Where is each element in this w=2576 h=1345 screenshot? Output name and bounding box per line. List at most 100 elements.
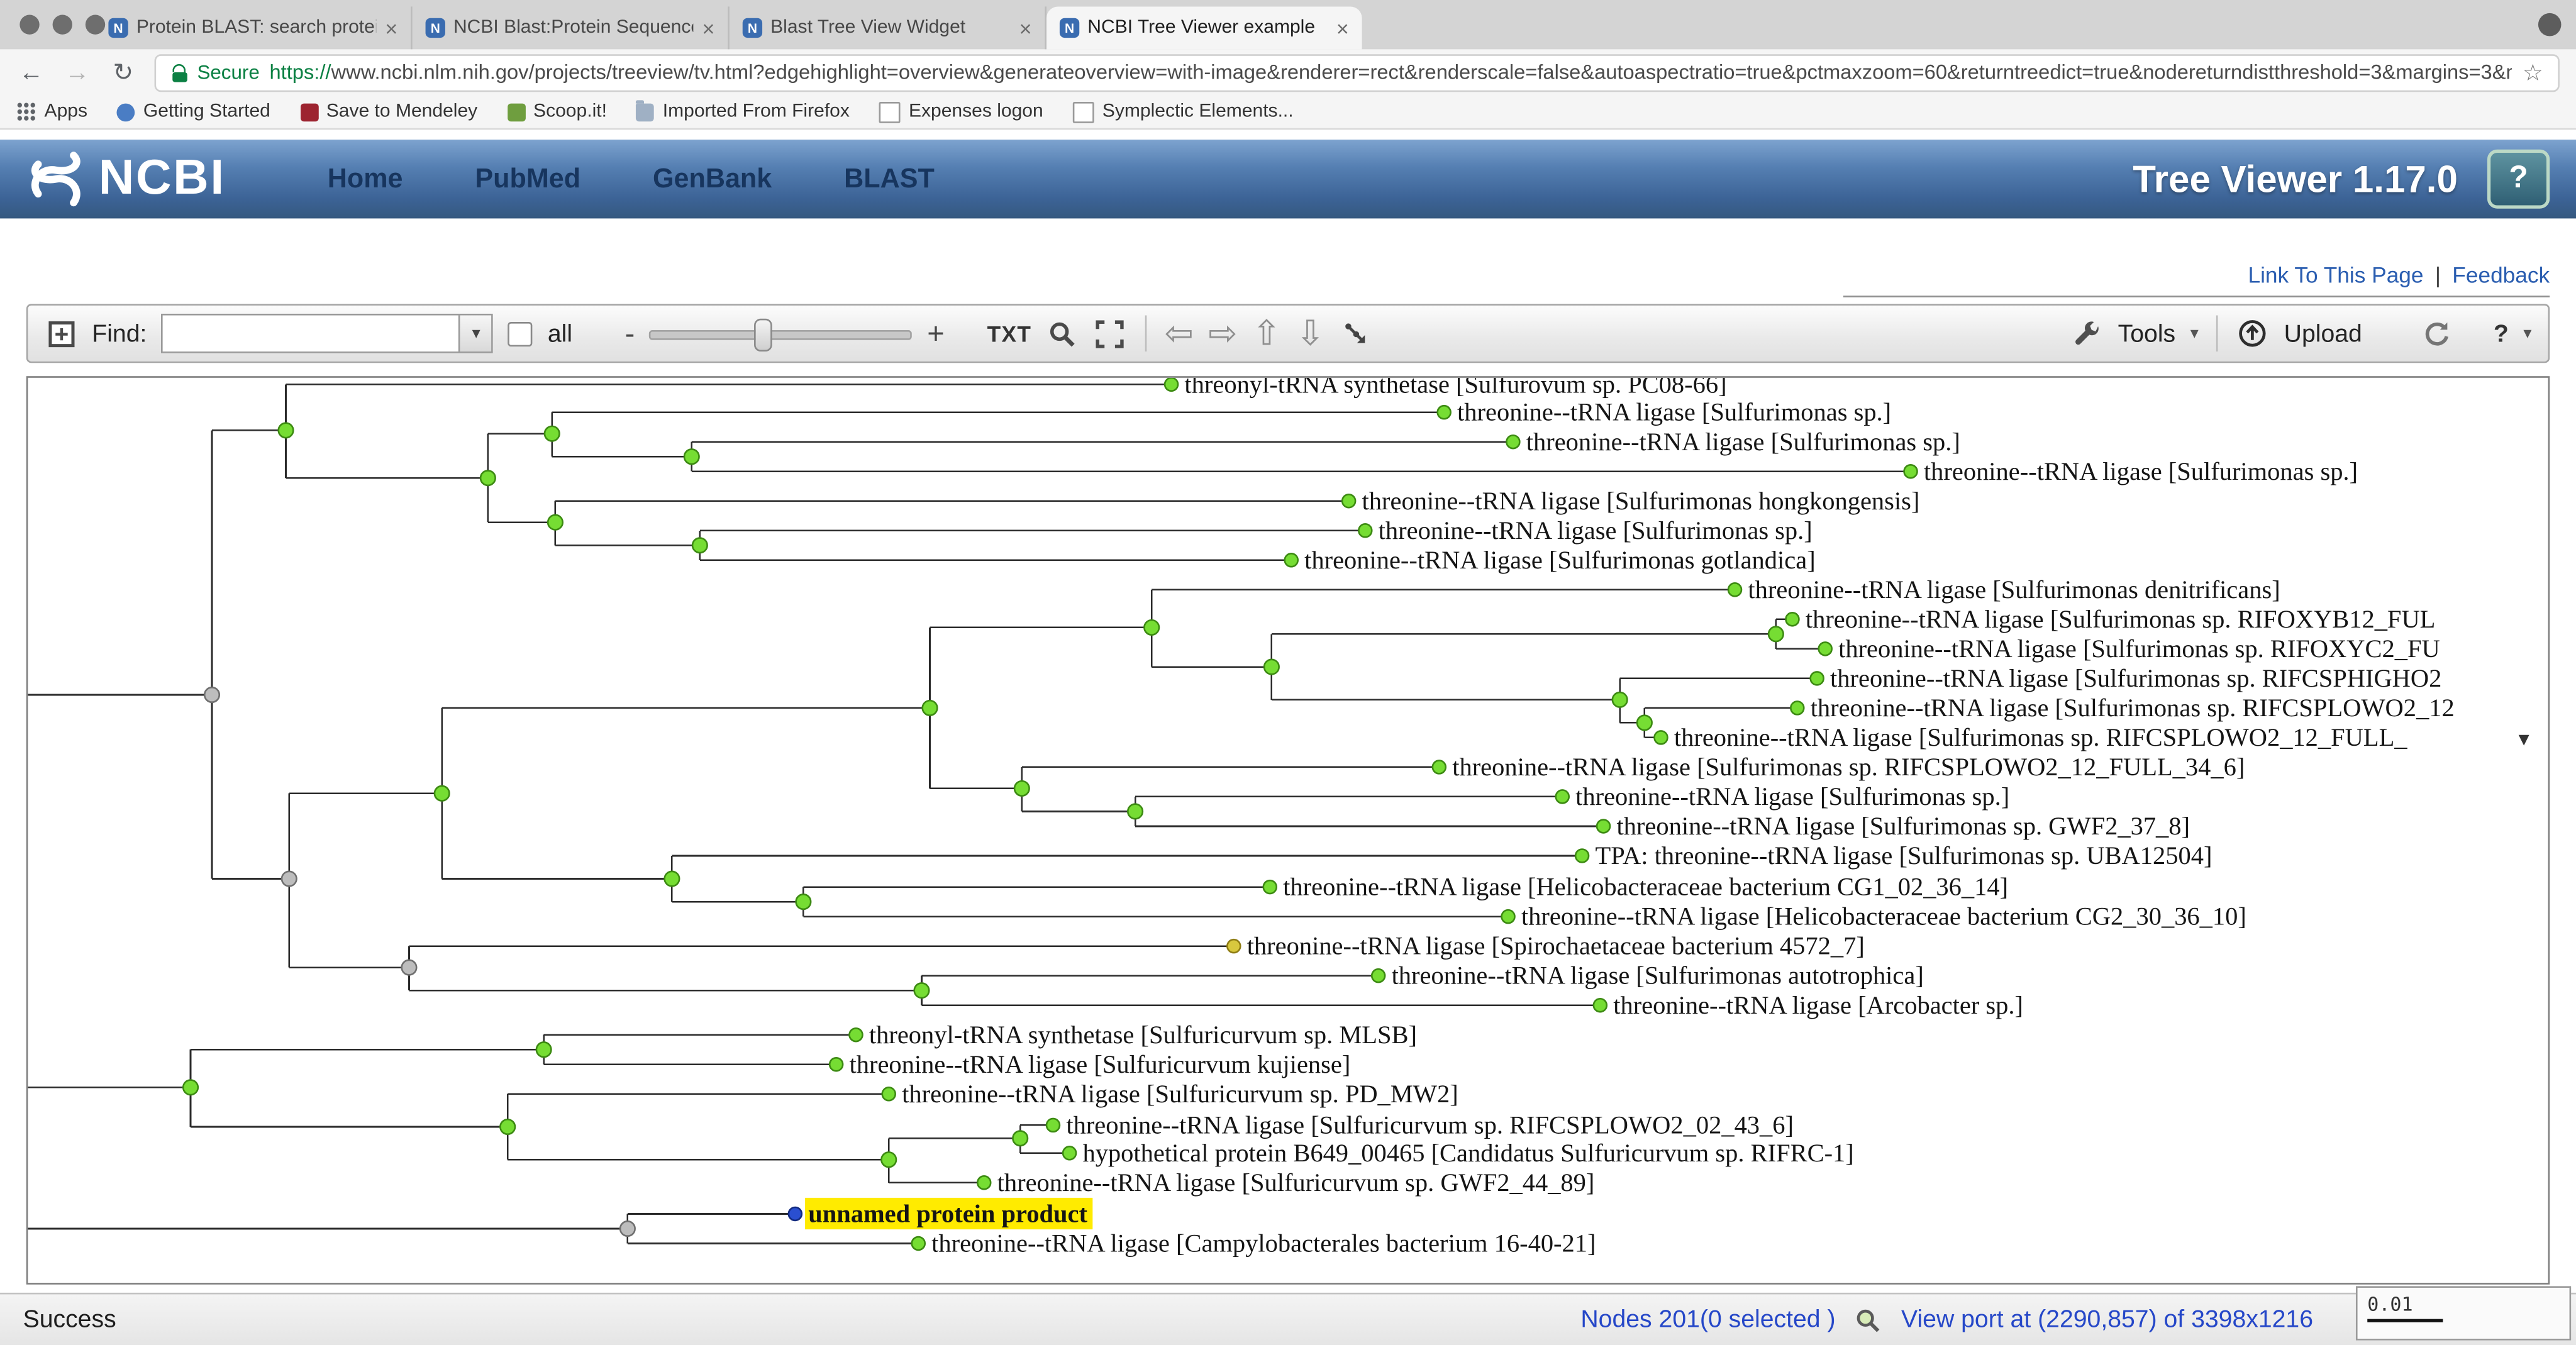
- leaf-node[interactable]: [1358, 523, 1373, 538]
- bookmark-mendeley[interactable]: Save to Mendeley: [299, 102, 477, 121]
- tree-node[interactable]: [913, 982, 930, 999]
- leaf-node[interactable]: [1226, 938, 1241, 954]
- leaf-label[interactable]: threonine--tRNA ligase [Sulfuricurvum sp…: [1066, 1110, 1794, 1139]
- leaf-label[interactable]: threonine--tRNA ligase [Sulfurimonas sp.…: [1924, 457, 2358, 485]
- bookmark-symplectic[interactable]: Symplectic Elements...: [1072, 101, 1294, 123]
- tree-node[interactable]: [1263, 658, 1280, 675]
- leaf-label[interactable]: threonine--tRNA ligase [Sulfurimonas sp.…: [1452, 753, 2245, 781]
- path-distance-tool-button[interactable]: [1340, 317, 1372, 350]
- toolbar-help-button[interactable]: ?: [2493, 319, 2509, 348]
- tree-node[interactable]: [182, 1079, 199, 1096]
- nav-home[interactable]: Home: [327, 163, 403, 193]
- leaf-node[interactable]: [1262, 879, 1278, 895]
- leaf-node[interactable]: [911, 1236, 926, 1251]
- leaf-label[interactable]: threonine--tRNA ligase [Sulfurimonas sp.…: [1838, 634, 2440, 663]
- tab-close-icon[interactable]: ×: [702, 15, 715, 40]
- bookmark-apps[interactable]: Apps: [16, 101, 87, 122]
- zoom-to-selection-button[interactable]: [1046, 317, 1079, 350]
- nav-pubmed[interactable]: PubMed: [475, 163, 581, 193]
- leaf-node[interactable]: [1436, 404, 1452, 420]
- header-help-button[interactable]: ?: [2487, 149, 2550, 209]
- tools-dropdown-icon[interactable]: ▾: [2190, 324, 2199, 343]
- leaf-node[interactable]: [1555, 789, 1570, 804]
- leaf-label[interactable]: threonine--tRNA ligase [Sulfurimonas hon…: [1362, 487, 1920, 515]
- pan-up-button[interactable]: ⇧: [1252, 314, 1281, 353]
- leaf-label[interactable]: threonine--tRNA ligase [Sulfuricurvum ku…: [850, 1050, 1351, 1078]
- leaf-node[interactable]: [848, 1027, 863, 1043]
- tree-node[interactable]: [663, 870, 680, 887]
- leaf-node[interactable]: [1903, 463, 1918, 479]
- leaf-label[interactable]: threonine--tRNA ligase [Sulfurimonas sp.…: [1526, 428, 1960, 456]
- reload-icon[interactable]: ↻: [113, 59, 134, 87]
- tab-tree-viewer-active[interactable]: N NCBI Tree Viewer example ×: [1046, 6, 1362, 50]
- leaf-node[interactable]: [828, 1056, 844, 1072]
- bookmark-getting-started[interactable]: Getting Started: [117, 102, 270, 121]
- leaf-label[interactable]: threonyl-tRNA synthetase [Sulfurovum sp.…: [1184, 378, 1726, 399]
- tree-node[interactable]: [543, 425, 560, 442]
- zoom-in-button[interactable]: +: [927, 316, 945, 350]
- tree-node[interactable]: [1126, 803, 1144, 820]
- fit-to-window-button[interactable]: [1094, 317, 1126, 350]
- leaf-label[interactable]: threonine--tRNA ligase [Campylobacterale…: [931, 1229, 1596, 1258]
- tree-node[interactable]: [280, 870, 297, 887]
- txt-export-button[interactable]: TXT: [987, 321, 1032, 346]
- zoom-slider[interactable]: [649, 317, 913, 352]
- tree-node[interactable]: [547, 514, 564, 531]
- leaf-label[interactable]: TPA: threonine--tRNA ligase [Sulfurimona…: [1595, 841, 2212, 870]
- tree-node[interactable]: [683, 448, 700, 465]
- tree-node[interactable]: [535, 1041, 552, 1058]
- leaf-node[interactable]: [1727, 582, 1743, 597]
- help-dropdown-icon[interactable]: ▾: [2523, 324, 2532, 343]
- leaf-node[interactable]: [881, 1086, 896, 1102]
- leaf-node[interactable]: [1653, 730, 1668, 745]
- leaf-label[interactable]: threonine--tRNA ligase [Sulfurimonas sp.…: [1457, 398, 1891, 426]
- leaf-label[interactable]: threonine--tRNA ligase [Sulfurimonas sp.…: [1616, 812, 2190, 840]
- tab-blast-tree-widget[interactable]: N Blast Tree View Widget ×: [730, 6, 1046, 50]
- tree-node[interactable]: [921, 699, 938, 716]
- find-input[interactable]: [163, 315, 459, 352]
- leaf-label[interactable]: threonine--tRNA ligase [Helicobacteracea…: [1283, 873, 2008, 901]
- leaf-label[interactable]: threonine--tRNA ligase [Sulfurimonas sp.…: [1674, 723, 2407, 751]
- leaf-node[interactable]: [976, 1175, 992, 1190]
- forward-icon[interactable]: →: [65, 58, 90, 87]
- leaf-label[interactable]: threonyl-tRNA synthetase [Sulfuricurvum …: [869, 1021, 1417, 1049]
- leaf-node[interactable]: [1790, 700, 1805, 716]
- tree-node[interactable]: [277, 422, 294, 439]
- leaf-label[interactable]: threonine--tRNA ligase [Arcobacter sp.]: [1613, 991, 2023, 1019]
- leaf-node[interactable]: [787, 1206, 803, 1222]
- leaf-label[interactable]: threonine--tRNA ligase [Sulfurimonas got…: [1304, 546, 1816, 574]
- leaf-label[interactable]: threonine--tRNA ligase [Sulfurimonas sp.…: [1830, 664, 2441, 692]
- leaf-label[interactable]: threonine--tRNA ligase [Sulfurimonas sp.…: [1811, 694, 2455, 722]
- pan-right-button[interactable]: ⇨: [1208, 314, 1238, 353]
- window-zoom-button[interactable]: [85, 14, 106, 35]
- window-minimize-button[interactable]: [52, 14, 72, 35]
- collapsed-indicator-icon[interactable]: ▾: [2519, 727, 2529, 751]
- tree-node[interactable]: [1611, 691, 1628, 708]
- leaf-label[interactable]: threonine--tRNA ligase [Spirochaetaceae …: [1247, 932, 1865, 960]
- tree-node[interactable]: [1767, 626, 1784, 643]
- leaf-label[interactable]: threonine--tRNA ligase [Sulfurimonas den…: [1748, 575, 2280, 604]
- window-close-button[interactable]: [19, 14, 40, 35]
- leaf-node[interactable]: [1596, 819, 1611, 834]
- upload-button[interactable]: Upload: [2284, 319, 2362, 348]
- bookmark-scoopit[interactable]: Scoop.it!: [507, 102, 607, 121]
- leaf-label[interactable]: hypothetical protein B649_00465 [Candida…: [1082, 1139, 1853, 1167]
- leaf-node[interactable]: [1370, 968, 1386, 983]
- leaf-node[interactable]: [1062, 1146, 1077, 1161]
- tree-node[interactable]: [691, 537, 708, 554]
- leaf-node[interactable]: [1501, 909, 1516, 924]
- tree-node[interactable]: [795, 894, 812, 911]
- nav-blast[interactable]: BLAST: [844, 163, 935, 193]
- leaf-node[interactable]: [1809, 671, 1824, 686]
- leaf-node[interactable]: [1592, 997, 1608, 1013]
- leaf-node[interactable]: [1785, 612, 1800, 627]
- tab-protein-blast[interactable]: N Protein BLAST: search protein ×: [96, 6, 413, 50]
- tab-close-icon[interactable]: ×: [385, 15, 398, 40]
- tree-node[interactable]: [203, 686, 221, 704]
- leaf-label[interactable]: unnamed protein product: [808, 1200, 1087, 1228]
- browser-profile-icon[interactable]: [2538, 13, 2562, 36]
- tab-close-icon[interactable]: ×: [1336, 15, 1349, 40]
- status-magnifier-icon[interactable]: [1852, 1303, 1885, 1336]
- pan-down-button[interactable]: ⇩: [1296, 314, 1325, 353]
- tree-node[interactable]: [619, 1220, 636, 1237]
